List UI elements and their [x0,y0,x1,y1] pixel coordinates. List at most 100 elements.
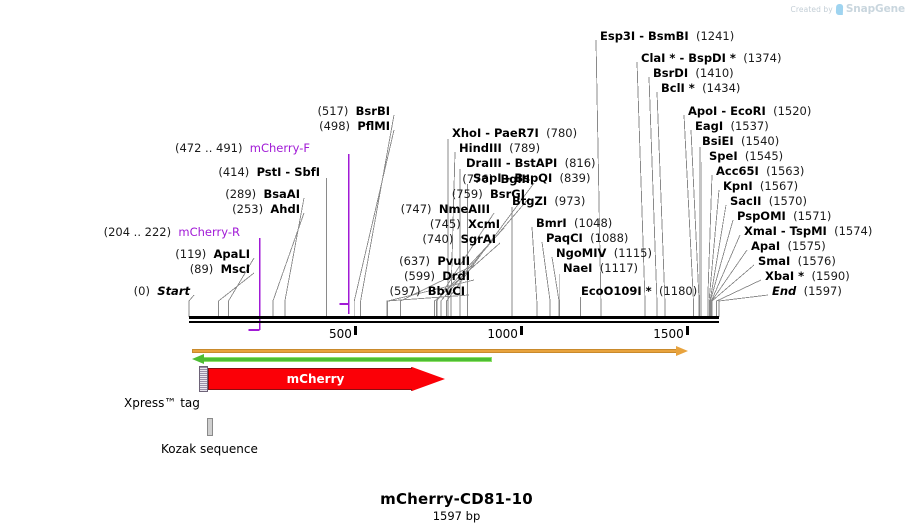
restriction-site-label[interactable]: DraIII - BstAPI (816) [466,157,596,169]
restriction-site-label[interactable]: (745) XcmI [430,218,500,230]
feature-green-arrow[interactable] [192,354,492,364]
restriction-site-label[interactable]: (289) BsaAI [225,188,300,200]
restriction-site-label[interactable]: (599) DrdI [404,270,470,282]
site-enzyme-name: SmaI [758,254,791,268]
site-enzyme-name: XhoI - PaeR7I [452,126,539,140]
restriction-site-label[interactable]: SacII (1570) [730,195,807,207]
kozak-sequence-label: Kozak sequence [161,442,258,456]
sequence-backbone [189,316,719,323]
site-position: (637) [399,254,438,268]
site-position: (498) [319,119,358,133]
site-position: (1048) [566,216,613,230]
site-enzyme-name: AhdI [270,202,300,216]
site-enzyme-name: KpnI [723,179,753,193]
site-position: (759) [451,187,490,201]
restriction-site-label[interactable]: (637) PvuII [399,255,470,267]
restriction-site-label[interactable]: ApaI (1575) [751,240,826,252]
restriction-site-label[interactable]: (89) MscI [190,263,250,275]
restriction-site-label[interactable]: ApoI - EcoRI (1520) [688,105,811,117]
site-enzyme-name: BsiEI [702,134,734,148]
restriction-site-label[interactable]: (498) PflMI [319,120,390,132]
restriction-site-label[interactable]: End (1597) [772,285,842,297]
restriction-site-label[interactable]: XhoI - PaeR7I (780) [452,127,577,139]
restriction-site-label[interactable]: XbaI * (1590) [765,270,850,282]
site-position: (253) [232,202,271,216]
site-position: (740) [422,232,461,246]
restriction-site-label[interactable]: (0) Start [134,285,190,297]
restriction-site-label[interactable]: BsrDI (1410) [653,67,734,79]
site-enzyme-name: PstI - SbfI [256,165,320,179]
restriction-site-label[interactable]: BsiEI (1540) [702,135,779,147]
feature-mcherry-cds[interactable]: mCherry [208,367,445,391]
restriction-site-label[interactable]: Acc65I (1563) [716,165,804,177]
site-position: (1117) [592,261,639,275]
ruler-tick [353,326,357,335]
feature-orange-arrow[interactable] [192,346,688,356]
ruler-tick [685,326,689,335]
mcherry-arrow-head [412,367,445,391]
site-enzyme-name: XcmI [468,217,500,231]
site-leader-line [709,204,727,317]
site-position: (973) [547,194,586,208]
restriction-site-label[interactable]: PspOMI (1571) [737,210,831,222]
restriction-site-label[interactable]: BmrI (1048) [536,217,612,229]
site-enzyme-name: BsrBI [355,104,390,118]
restriction-site-label[interactable]: (414) PstI - SbfI [218,166,320,178]
site-position: (789) [501,141,541,155]
restriction-site-label[interactable]: (119) ApaLI [175,248,250,260]
site-enzyme-name: MscI [220,262,250,276]
restriction-site-label[interactable]: SpeI (1545) [709,150,783,162]
restriction-site-label[interactable]: SmaI (1576) [758,255,836,267]
restriction-site-label[interactable]: (740) SgrAI [422,233,496,245]
site-enzyme-name: BsrDI [653,66,689,80]
mcherry-label: mCherry [286,372,345,386]
site-position: (1241) [688,29,735,43]
mcherry-arrow-body [208,368,413,390]
site-position: (1410) [688,66,734,80]
site-position: (599) [404,269,443,283]
restriction-site-label[interactable]: PaqCI (1088) [546,232,628,244]
restriction-site-label[interactable]: HindIII (789) [459,142,540,154]
restriction-site-label[interactable]: BtgZI (973) [512,195,585,207]
restriction-site-label[interactable]: (472 .. 491) mCherry-F [175,142,310,154]
orange-arrow-body [192,349,678,353]
site-enzyme-name: NmeAIII [438,202,490,216]
ruler-tick-label: 1000 [487,327,518,341]
restriction-site-label[interactable]: (597) BbvCI [390,285,465,297]
restriction-site-label[interactable]: (747) NmeAIII [401,203,490,215]
restriction-site-label[interactable]: EcoO109I * (1180) [581,285,697,297]
feature-xpress-tag[interactable] [199,366,208,392]
restriction-site-label[interactable]: XmaI - TspMI (1574) [744,225,872,237]
feature-kozak-sequence[interactable] [207,418,213,436]
site-enzyme-name: mCherry-F [249,141,310,155]
restriction-site-label[interactable]: ClaI * - BspDI * (1374) [641,52,781,64]
restriction-site-label[interactable]: (253) AhdI [232,203,300,215]
site-enzyme-name: XmaI - TspMI [744,224,827,238]
site-enzyme-name: NgoMIV [556,246,607,260]
site-position: (1545) [737,149,784,163]
restriction-site-label[interactable]: SapI - BspQI (839) [473,172,590,184]
restriction-site-label[interactable]: KpnI (1567) [723,180,798,192]
site-position: (119) [175,247,214,261]
site-enzyme-name: ClaI * - BspDI * [641,51,736,65]
site-enzyme-name: SacII [730,194,762,208]
site-enzyme-name: BglII [500,172,531,186]
restriction-site-label[interactable]: NaeI (1117) [563,262,638,274]
restriction-site-label[interactable]: NgoMIV (1115) [556,247,652,259]
site-position: (780) [538,126,578,140]
site-leader-line [188,294,195,317]
restriction-site-label[interactable]: EagI (1537) [695,120,769,132]
restriction-site-label[interactable]: (776) BglII [462,173,530,185]
site-enzyme-name: EcoO109I * [581,284,652,298]
restriction-site-label[interactable]: (759) BsrGI [452,188,525,200]
restriction-site-label[interactable]: BclI * (1434) [661,82,740,94]
site-enzyme-name: SpeI [709,149,738,163]
snapgene-watermark: Created by SnapGene [791,3,906,15]
site-position: (1540) [733,134,780,148]
restriction-site-label[interactable]: (204 .. 222) mCherry-R [104,226,240,238]
site-enzyme-name: BclI * [661,81,695,95]
restriction-site-label[interactable]: Esp3I - BsmBI (1241) [600,30,734,42]
site-enzyme-name: BbvCI [427,284,465,298]
site-enzyme-name: BmrI [536,216,567,230]
restriction-site-label[interactable]: (517) BsrBI [317,105,390,117]
